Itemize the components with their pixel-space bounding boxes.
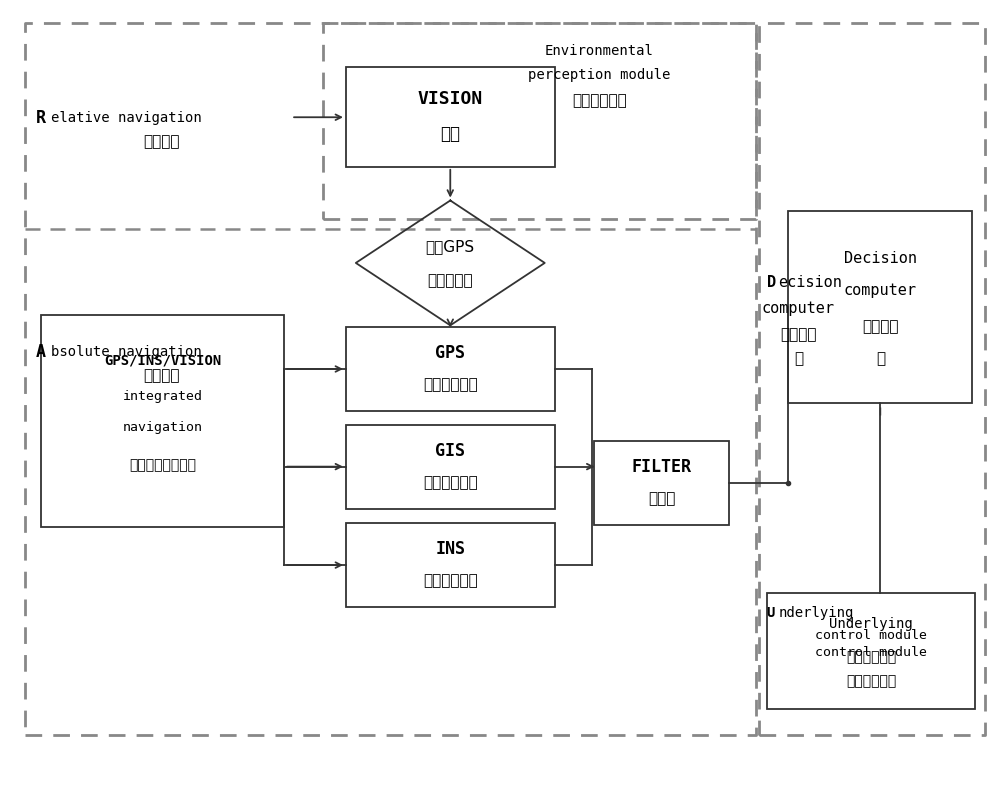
Text: R: R — [36, 109, 46, 127]
Text: computer: computer — [762, 301, 835, 316]
Text: ecision: ecision — [778, 276, 842, 290]
Bar — [346, 327, 555, 411]
Text: INS: INS — [435, 540, 465, 558]
Text: 滤波器: 滤波器 — [648, 491, 675, 506]
Text: control module: control module — [815, 629, 927, 642]
Text: perception module: perception module — [528, 68, 671, 82]
Text: 组合导航定位系统: 组合导航定位系统 — [129, 458, 196, 472]
Text: GPS/INS/VISION: GPS/INS/VISION — [104, 354, 221, 368]
Text: 机: 机 — [794, 351, 803, 367]
Text: Underlying: Underlying — [829, 617, 913, 631]
Bar — [788, 211, 972, 403]
Text: 环境感知模块: 环境感知模块 — [572, 93, 627, 108]
Text: 决策计算: 决策计算 — [862, 319, 899, 334]
Text: 机: 机 — [876, 351, 885, 367]
Text: A: A — [36, 343, 46, 361]
Text: computer: computer — [844, 284, 917, 298]
Text: 底层控制模块: 底层控制模块 — [846, 674, 896, 688]
Text: 视觉: 视觉 — [440, 126, 460, 143]
Text: integrated: integrated — [122, 390, 202, 404]
Text: bsolute navigation: bsolute navigation — [51, 345, 201, 359]
Text: navigation: navigation — [122, 421, 202, 434]
Text: 绝对导航: 绝对导航 — [144, 368, 180, 384]
Text: 地理信息系统: 地理信息系统 — [423, 476, 478, 490]
Bar — [346, 67, 555, 167]
Text: GPS: GPS — [435, 344, 465, 362]
Text: GIS: GIS — [435, 442, 465, 459]
Text: D: D — [767, 276, 776, 290]
Text: 全球定位系统: 全球定位系统 — [423, 377, 478, 393]
Text: elative navigation: elative navigation — [51, 111, 201, 125]
Text: 惯性导航系统: 惯性导航系统 — [423, 574, 478, 588]
Text: nderlying: nderlying — [778, 606, 854, 620]
Text: 相对导航: 相对导航 — [144, 135, 180, 150]
Bar — [594, 441, 729, 525]
Text: 判断GPS: 判断GPS — [426, 239, 475, 255]
Text: VISION: VISION — [418, 90, 483, 108]
Text: 决策计算: 决策计算 — [780, 326, 817, 342]
Text: Environmental: Environmental — [545, 44, 654, 58]
Text: U: U — [767, 606, 775, 620]
Text: 信息有效性: 信息有效性 — [427, 273, 473, 288]
Text: 底层控制模块: 底层控制模块 — [846, 650, 896, 663]
Bar — [346, 425, 555, 509]
Text: FILTER: FILTER — [632, 458, 692, 476]
Bar — [346, 523, 555, 607]
Bar — [767, 592, 975, 708]
Text: Decision: Decision — [844, 251, 917, 267]
Bar — [41, 315, 284, 527]
Text: control module: control module — [815, 646, 927, 659]
